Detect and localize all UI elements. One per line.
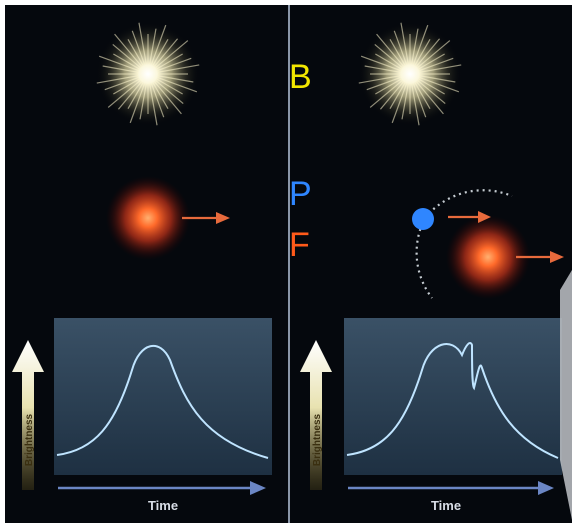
star-ray	[139, 83, 147, 120]
star-ray	[415, 38, 441, 67]
star-ray	[98, 55, 139, 72]
left-lens-motion-arrow	[182, 212, 230, 224]
star-ray	[127, 39, 144, 66]
right-panel: Brightness Time	[300, 22, 572, 520]
star-ray	[96, 75, 139, 84]
star-ray	[155, 79, 184, 105]
star-ray	[157, 75, 194, 83]
right-brightness-axis-arrow	[300, 340, 332, 490]
star-ray	[411, 83, 420, 126]
star-ray	[375, 53, 402, 70]
star-ray	[412, 24, 429, 65]
label-f: F	[289, 226, 310, 264]
right-time-axis-label: Time	[431, 498, 461, 513]
planet-orbit	[415, 189, 513, 299]
star-ray	[418, 78, 445, 95]
star-ray	[150, 83, 165, 118]
star-ray	[419, 75, 456, 83]
star-ray	[107, 79, 141, 108]
right-lens-motion-arrow	[516, 251, 564, 263]
star-ray	[157, 64, 200, 73]
star-ray	[127, 82, 144, 109]
star-ray	[412, 83, 427, 118]
star-ray	[389, 39, 406, 66]
star-ray	[157, 57, 192, 72]
right-light-curve-graph	[344, 318, 562, 475]
star-ray	[419, 57, 454, 72]
star-ray	[379, 81, 405, 110]
star-ray	[369, 79, 403, 108]
star-ray	[393, 30, 408, 65]
star-ray	[415, 81, 444, 115]
right-brightness-axis-label: Brightness	[312, 413, 323, 466]
star-ray	[129, 83, 146, 124]
left-source-star	[96, 22, 200, 126]
star-ray	[153, 81, 182, 115]
star-ray	[138, 22, 147, 65]
star-ray	[102, 65, 139, 73]
star-ray	[153, 38, 179, 67]
left-lens-star	[106, 176, 190, 260]
star-ray	[389, 82, 406, 109]
label-b: B	[289, 58, 312, 96]
left-time-axis-label: Time	[148, 498, 178, 513]
star-ray	[411, 28, 419, 65]
left-light-curve-graph	[54, 318, 272, 475]
star-ray	[364, 65, 401, 73]
star-ray	[418, 53, 445, 70]
left-light-curve	[56, 344, 269, 459]
star-ray	[366, 76, 401, 91]
star-ray	[419, 76, 460, 93]
right-edge-shade	[560, 270, 572, 520]
left-brightness-axis-arrow	[12, 340, 44, 490]
right-source-star	[358, 22, 462, 126]
star-ray	[374, 43, 403, 69]
star-ray	[376, 33, 405, 67]
right-lens-star	[446, 215, 530, 299]
left-brightness-axis-label: Brightness	[24, 413, 35, 466]
star-ray	[117, 81, 143, 110]
star-ray	[360, 55, 401, 72]
star-ray	[155, 40, 189, 69]
star-ray	[113, 78, 140, 95]
star-ray	[414, 82, 431, 109]
planet	[412, 208, 434, 230]
star-ray	[400, 22, 409, 65]
star-ray	[417, 40, 451, 69]
star-ray	[156, 53, 183, 70]
star-ray	[152, 39, 169, 66]
star-ray	[114, 33, 143, 67]
star-ray	[150, 24, 167, 65]
left-time-axis-arrow	[58, 481, 266, 495]
planet-motion-arrow	[448, 211, 491, 223]
star-ray	[419, 64, 462, 73]
star-ray	[113, 53, 140, 70]
star-ray	[104, 76, 139, 91]
star-ray	[149, 83, 158, 126]
star-ray	[112, 43, 141, 69]
label-p: P	[289, 175, 312, 213]
right-time-axis-arrow	[348, 481, 554, 495]
star-ray	[414, 39, 431, 66]
star-ray	[417, 79, 446, 105]
star-ray	[391, 83, 408, 124]
star-ray	[375, 78, 402, 95]
star-ray	[149, 28, 157, 65]
right-light-curve	[346, 342, 559, 459]
star-ray	[156, 78, 183, 95]
star-ray	[152, 82, 169, 109]
star-ray	[131, 30, 146, 65]
star-ray	[401, 83, 409, 120]
star-ray	[358, 75, 401, 84]
left-panel: Brightness Time	[12, 22, 272, 513]
star-ray	[157, 76, 198, 93]
